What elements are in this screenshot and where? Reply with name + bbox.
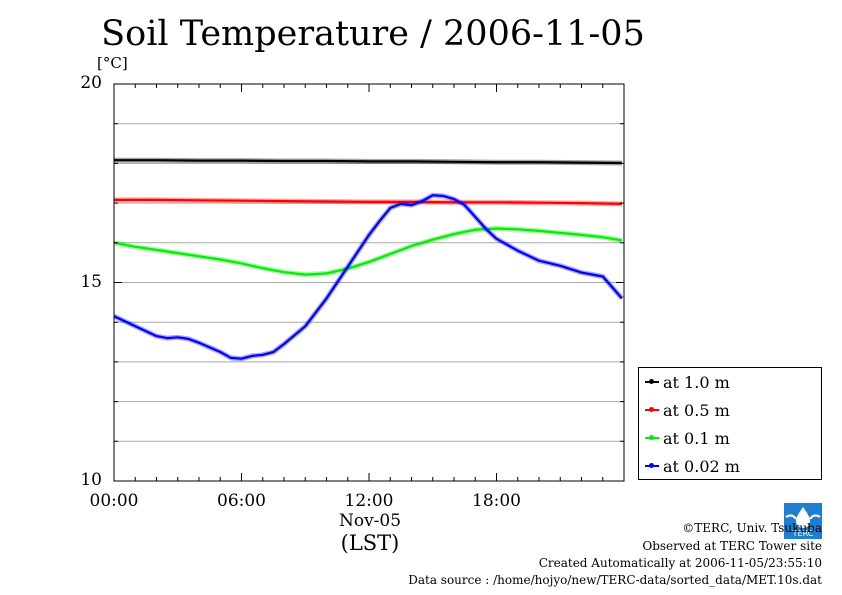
y-tick-label: 20 [80, 73, 102, 93]
legend-swatch-0.5m [645, 407, 659, 412]
legend-item-0.5m: at 0.5 m [645, 400, 730, 420]
x-tick-label: 12:00 [344, 491, 394, 511]
grid-lines [114, 123, 624, 442]
chart-title: Soil Temperature / 2006-11-05 [101, 14, 645, 54]
series-line-at-0.02-m [113, 194, 623, 360]
footer-site: Observed at TERC Tower site [642, 539, 822, 553]
footer-copyright: ©TERC, Univ. Tsukuba [682, 521, 822, 535]
series-line-at-0.1-m [113, 227, 623, 276]
y-tick-label: 10 [80, 470, 102, 490]
x-axis-label: (LST) [340, 531, 400, 555]
x-tick-label: 00:00 [89, 491, 139, 511]
footer-created: Created Automatically at 2006-11-05/23:5… [538, 556, 822, 570]
series-lines [112, 157, 624, 362]
x-date-label: Nov-05 [338, 511, 402, 531]
terc-logo: TERC [784, 503, 822, 539]
y-unit-label: [°C] [97, 54, 128, 72]
legend-swatch-0.02m [645, 463, 659, 468]
legend-swatch-1.0m [645, 379, 659, 384]
series-halo-3 [112, 192, 624, 362]
legend-swatch-0.1m [645, 435, 659, 440]
x-tick-label: 18:00 [472, 491, 521, 511]
legend-label-0.5m: at 0.5 m [663, 400, 730, 420]
legend-label-0.02m: at 0.02 m [663, 456, 740, 476]
legend-label-1.0m: at 1.0 m [663, 372, 730, 392]
chart-legend: at 1.0 m at 0.5 m at 0.1 m at 0.02 m [638, 367, 822, 480]
legend-label-0.1m: at 0.1 m [663, 428, 730, 448]
series-line-at-0.5-m [114, 198, 622, 205]
footer-source: Data source : /home/hojyo/new/TERC-data/… [408, 573, 822, 587]
x-tick-label: 06:00 [217, 491, 266, 511]
legend-item-1.0m: at 1.0 m [645, 372, 730, 392]
logo-text: TERC [792, 529, 814, 538]
axis-ticks [113, 83, 625, 482]
series-line-at-1.0-m [114, 159, 622, 165]
legend-item-0.02m: at 0.02 m [645, 456, 740, 476]
y-tick-label: 15 [80, 271, 102, 292]
legend-item-0.1m: at 0.1 m [645, 428, 730, 448]
